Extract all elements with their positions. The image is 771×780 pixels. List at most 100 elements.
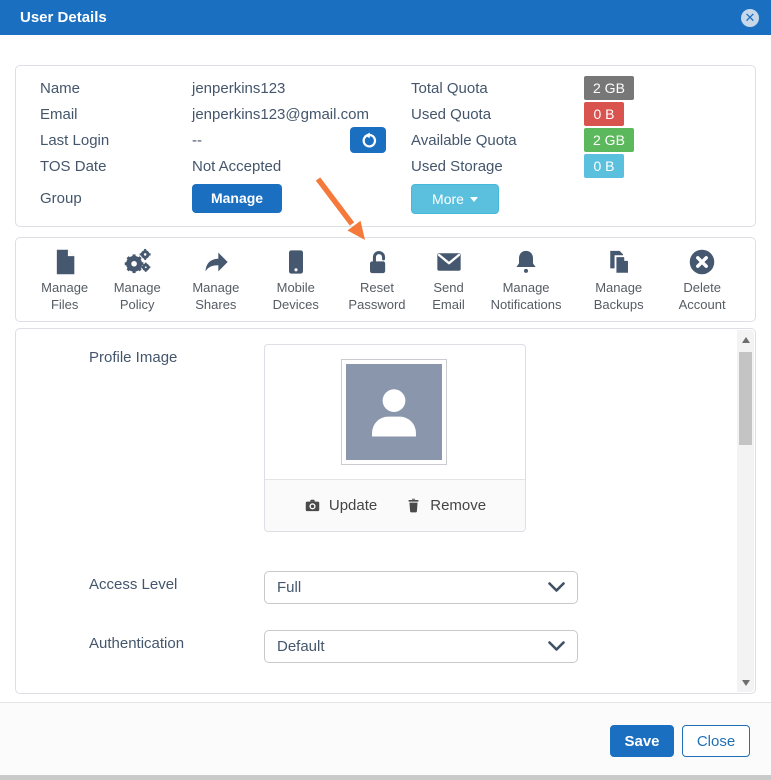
last-login-label: Last Login <box>40 131 110 149</box>
action-manage-files[interactable]: Manage Files <box>30 248 99 313</box>
available-quota-badge: 2 GB <box>584 128 634 152</box>
info-row-tos-date: TOS Date Not Accepted <box>40 153 386 179</box>
action-manage-notifications[interactable]: Manage Notifications <box>478 248 574 313</box>
info-row-used-storage: Used Storage 0 B <box>411 153 737 179</box>
used-storage-label: Used Storage <box>411 157 503 175</box>
authentication-value: Default <box>277 638 325 655</box>
trash-icon <box>408 498 419 513</box>
access-level-row: Access Level Full <box>16 571 755 604</box>
action-label: Manage Policy <box>113 280 161 312</box>
used-quota-label: Used Quota <box>411 105 492 123</box>
profile-image-label: Profile Image <box>89 349 178 366</box>
scrollbar[interactable] <box>737 330 754 692</box>
authentication-select[interactable]: Default <box>264 630 578 663</box>
scroll-thumb[interactable] <box>739 352 752 445</box>
file-icon <box>56 249 74 275</box>
save-button[interactable]: Save <box>610 725 674 757</box>
chevron-down-icon <box>548 582 565 592</box>
available-quota-label: Available Quota <box>411 131 517 149</box>
info-row-email: Email jenperkins123@gmail.com <box>40 101 386 127</box>
action-mobile-devices[interactable]: Mobile Devices <box>257 248 335 313</box>
action-label: Send Email <box>432 280 465 312</box>
action-manage-policy[interactable]: Manage Policy <box>99 248 175 313</box>
name-label: Name <box>40 79 81 97</box>
email-label: Email <box>40 105 78 123</box>
avatar <box>346 364 442 460</box>
tos-date-label: TOS Date <box>40 157 107 175</box>
modal-footer: Save Close <box>0 702 771 780</box>
copy-icon <box>609 250 630 275</box>
action-reset-password[interactable]: Reset Password <box>335 248 419 313</box>
more-button-label: More <box>432 191 464 207</box>
action-manage-backups[interactable]: Manage Backups <box>574 248 663 313</box>
footer-buttons: Save Close <box>610 725 750 757</box>
modal-body: Name jenperkins123 Email jenperkins123@g… <box>0 35 771 694</box>
bell-icon <box>516 250 536 273</box>
tos-date-value: Not Accepted <box>192 157 282 175</box>
modal-header: User Details ✕ <box>0 0 771 35</box>
triangle-down-icon <box>741 679 750 686</box>
remove-avatar-label: Remove <box>430 497 487 514</box>
triangle-up-icon <box>741 336 750 343</box>
manage-group-button[interactable]: Manage <box>192 183 282 213</box>
group-label: Group <box>40 189 82 207</box>
undo-icon <box>362 132 376 147</box>
last-login-value: -- <box>192 131 202 149</box>
info-row-total-quota: Total Quota 2 GB <box>411 75 737 101</box>
chevron-down-icon <box>548 641 565 651</box>
used-storage-badge: 0 B <box>584 154 624 178</box>
access-level-value: Full <box>277 579 302 596</box>
update-avatar-label: Update <box>328 497 378 514</box>
modal-title: User Details <box>20 9 107 26</box>
profile-image-row: Profile Image <box>16 344 755 532</box>
action-send-email[interactable]: Send Email <box>419 248 478 313</box>
info-row-last-login: Last Login -- <box>40 127 386 153</box>
close-icon[interactable]: ✕ <box>741 8 759 27</box>
action-label: Reset Password <box>348 280 406 312</box>
user-info-left-column: Name jenperkins123 Email jenperkins123@g… <box>40 75 386 215</box>
total-quota-badge: 2 GB <box>584 76 634 100</box>
scroll-up-button[interactable] <box>737 331 754 348</box>
email-value: jenperkins123@gmail.com <box>192 105 369 123</box>
close-button[interactable]: Close <box>682 725 750 757</box>
used-quota-badge: 0 B <box>584 102 624 126</box>
remove-avatar-button[interactable]: Remove <box>405 497 486 514</box>
mobile-icon <box>288 250 303 274</box>
avatar-footer: Update Remove <box>265 479 525 531</box>
action-label: Manage Notifications <box>490 280 562 312</box>
action-label: Mobile Devices <box>272 280 319 312</box>
action-label: Manage Shares <box>192 280 240 312</box>
user-actions-panel: Manage Files <box>15 237 756 322</box>
profile-image-card: Update Remove <box>264 344 526 532</box>
circle-x-icon <box>689 249 715 275</box>
action-manage-shares[interactable]: Manage Shares <box>175 248 257 313</box>
more-button[interactable]: More <box>411 184 499 214</box>
action-delete-account[interactable]: Delete Account <box>663 248 741 313</box>
info-row-group: Group Manage <box>40 181 386 215</box>
gears-icon <box>124 248 151 274</box>
camera-icon <box>305 499 320 512</box>
info-row-name: Name jenperkins123 <box>40 75 386 101</box>
action-label: Manage Files <box>41 280 89 312</box>
info-row-used-quota: Used Quota 0 B <box>411 101 737 127</box>
user-info-panel: Name jenperkins123 Email jenperkins123@g… <box>15 65 756 227</box>
bottom-edge-strip <box>0 775 771 780</box>
envelope-icon <box>436 253 461 271</box>
person-icon <box>372 389 416 437</box>
user-form-panel: Profile Image <box>15 328 756 694</box>
name-value: jenperkins123 <box>192 79 286 97</box>
access-level-select[interactable]: Full <box>264 571 578 604</box>
action-label: Delete Account <box>678 280 726 312</box>
info-row-available-quota: Available Quota 2 GB <box>411 127 737 153</box>
access-level-label: Access Level <box>89 576 178 593</box>
avatar-image-area <box>265 345 525 479</box>
info-row-more: More <box>411 181 737 215</box>
action-label: Manage Backups <box>593 280 644 312</box>
refresh-login-button[interactable] <box>350 127 386 153</box>
scroll-down-button[interactable] <box>737 674 754 691</box>
authentication-row: Authentication Default <box>16 630 755 663</box>
update-avatar-button[interactable]: Update <box>304 497 377 514</box>
share-icon <box>205 252 228 272</box>
unlock-icon <box>369 251 386 274</box>
